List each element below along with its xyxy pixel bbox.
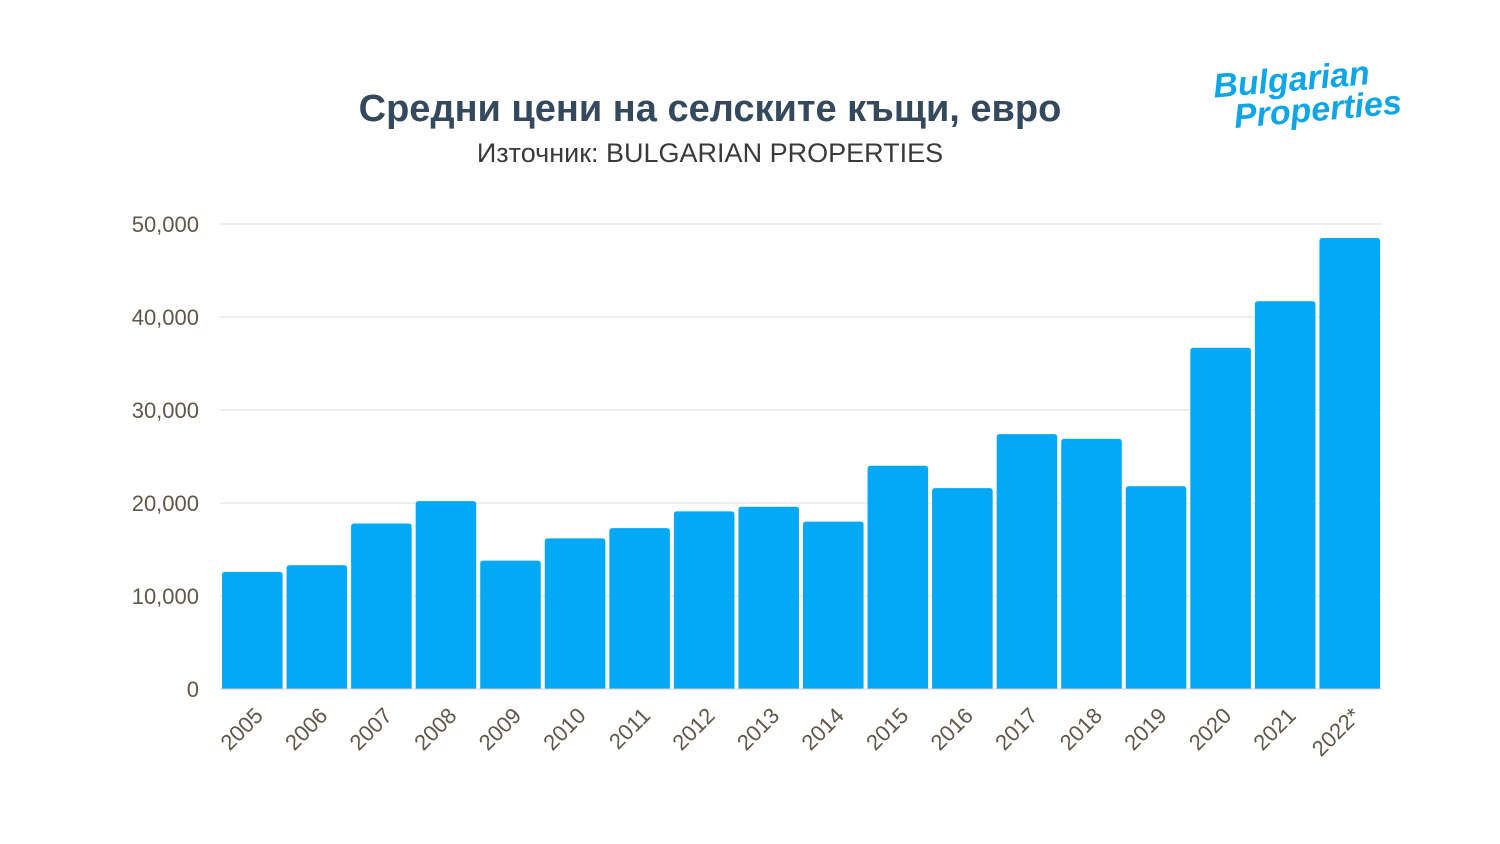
x-tick-label: 2019 bbox=[1119, 703, 1171, 755]
bar-2005 bbox=[222, 571, 283, 689]
x-tick-label: 2016 bbox=[926, 703, 978, 755]
y-tick-label: 30,000 bbox=[132, 398, 199, 423]
x-tick-label: 2021 bbox=[1248, 703, 1300, 755]
x-tick-label: 2017 bbox=[990, 703, 1042, 755]
bar-2009 bbox=[480, 560, 541, 689]
x-tick-label: 2011 bbox=[604, 703, 655, 754]
x-tick-label: 2018 bbox=[1055, 703, 1107, 755]
x-tick-label: 2015 bbox=[861, 703, 913, 755]
y-tick-label: 40,000 bbox=[132, 305, 199, 330]
y-tick-label: 0 bbox=[187, 677, 199, 702]
x-tick-label: 2014 bbox=[797, 703, 849, 755]
x-tick-label: 2006 bbox=[280, 703, 332, 755]
bar-2008 bbox=[415, 501, 477, 689]
bar-2010 bbox=[544, 538, 606, 689]
x-tick-label: 2010 bbox=[538, 703, 590, 755]
x-tick-label: 2009 bbox=[474, 703, 526, 755]
x-tick-label: 2013 bbox=[732, 703, 784, 755]
bar-2017 bbox=[996, 434, 1058, 689]
bar-2018 bbox=[1061, 438, 1122, 689]
bar-2022* bbox=[1319, 237, 1380, 689]
bar-2015 bbox=[867, 465, 929, 689]
bar-2013 bbox=[738, 506, 799, 689]
bar-2014 bbox=[803, 521, 864, 689]
y-tick-label: 10,000 bbox=[132, 584, 199, 609]
y-tick-label: 50,000 bbox=[132, 212, 199, 237]
bulgarian-properties-logo: Bulgarian Properties bbox=[1212, 54, 1404, 130]
bar-2006 bbox=[286, 565, 348, 689]
bar-2020 bbox=[1190, 347, 1251, 689]
x-tick-label: 2012 bbox=[667, 703, 719, 755]
bar-2012 bbox=[673, 511, 735, 689]
y-tick-label: 20,000 bbox=[132, 491, 199, 516]
x-tick-label: 2008 bbox=[409, 703, 461, 755]
chart-title: Средни цени на селските къщи, евро bbox=[358, 88, 1062, 130]
bar-2019 bbox=[1125, 486, 1187, 689]
bar-2011 bbox=[609, 528, 670, 689]
x-tick-label: 2022* bbox=[1307, 703, 1366, 762]
bar-2016 bbox=[932, 488, 993, 689]
bar-2021 bbox=[1254, 301, 1316, 689]
x-tick-label: 2020 bbox=[1184, 703, 1236, 755]
x-tick-label: 2007 bbox=[345, 703, 397, 755]
bar-2007 bbox=[351, 523, 412, 689]
x-tick-label: 2005 bbox=[216, 703, 268, 755]
chart-subtitle: Източник: BULGARIAN PROPERTIES bbox=[476, 138, 944, 168]
